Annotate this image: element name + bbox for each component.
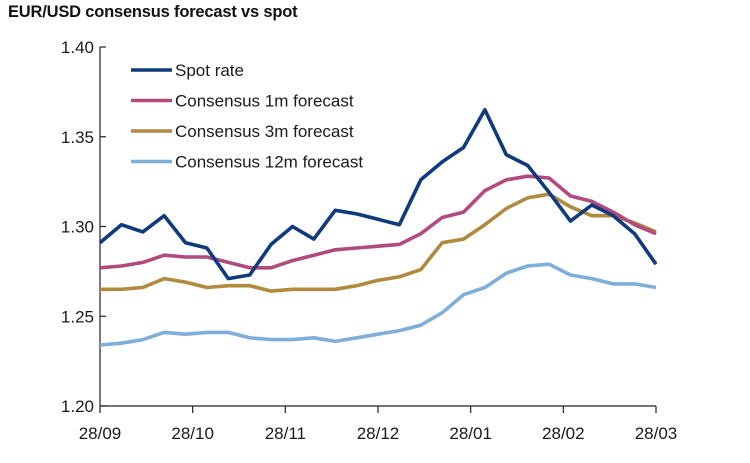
- y-tick-label: 1.25: [61, 307, 94, 326]
- series-line-consensus-1m-forecast: [99, 174, 657, 270]
- x-tick-label: 28/02: [542, 424, 585, 443]
- x-tick-label: 28/01: [449, 424, 492, 443]
- series-line-consensus-12m-forecast: [99, 262, 657, 347]
- series-line-spot-rate: [98, 108, 658, 281]
- legend: Spot rate Consensus 1m forecast Consensus …: [131, 61, 363, 172]
- axes: 1.20 1.25 1.30 1.35 1.40 28/09 28/10 28/11 28/12…: [61, 38, 677, 443]
- y-tick-label: 1.35: [61, 128, 94, 147]
- series-line-consensus-3m-forecast: [100, 192, 657, 293]
- y-tick-label: 1.40: [61, 38, 94, 57]
- x-tick-label: 28/11: [265, 424, 306, 443]
- legend-label-consensus-12m-forecast: Consensus 12m forecast: [175, 153, 363, 172]
- legend-label-spot-rate: Spot rate: [175, 61, 244, 80]
- y-tick-label: 1.30: [61, 218, 94, 237]
- series-layer: [98, 108, 658, 347]
- legend-label-consensus-1m-forecast: Consensus 1m forecast: [175, 92, 354, 111]
- x-tick-label: 28/09: [79, 424, 122, 443]
- x-tick-label: 28/03: [635, 424, 678, 443]
- x-tick-label: 28/10: [171, 424, 214, 443]
- legend-label-consensus-3m-forecast: Consensus 3m forecast: [175, 122, 354, 141]
- y-tick-label: 1.20: [61, 397, 94, 416]
- x-tick-label: 28/12: [357, 424, 400, 443]
- chart-title: EUR/USD consensus forecast vs spot: [8, 3, 298, 21]
